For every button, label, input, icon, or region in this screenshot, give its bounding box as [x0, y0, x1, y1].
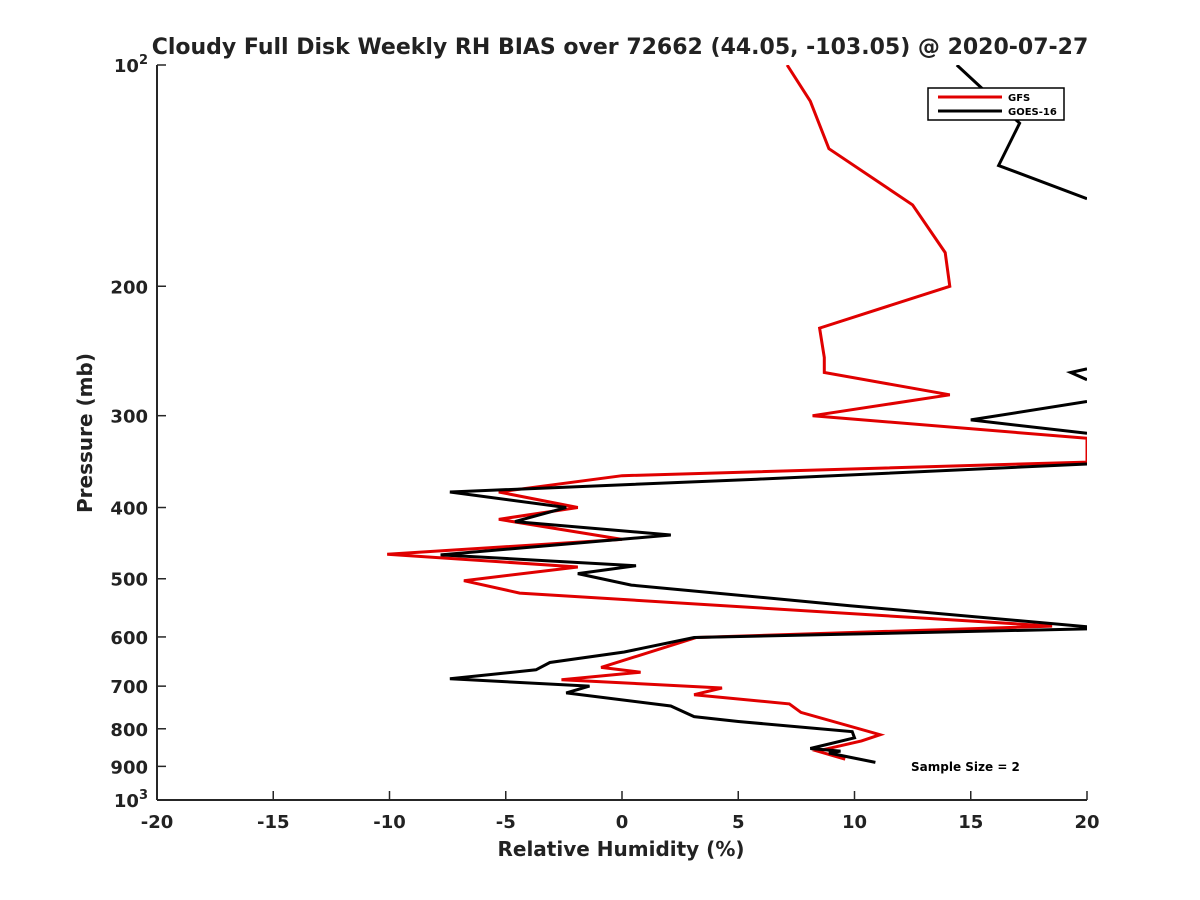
series-line-goes16 [970, 400, 1087, 435]
x-ticks: -20 -15 -10 -5 0 5 10 15 20 [141, 791, 1100, 833]
x-tick-label: -15 [257, 812, 290, 833]
y-tick-label: 700 [110, 677, 148, 698]
y-ticks: 102 200 300 400 500 600 700 800 900 103 [110, 53, 166, 812]
y-tick-label: 900 [110, 757, 148, 778]
sample-size-annotation: Sample Size = 2 [911, 760, 1020, 774]
plot-area [387, 65, 1087, 764]
x-tick-label: 10 [842, 812, 867, 833]
series-line-gfs [387, 65, 1087, 761]
x-tick-label: 15 [958, 812, 983, 833]
x-tick-label: 0 [616, 812, 629, 833]
y-tick-label: 200 [110, 277, 148, 298]
chart-title: Cloudy Full Disk Weekly RH BIAS over 726… [152, 35, 1089, 60]
legend-label-gfs: GFS [1008, 93, 1030, 104]
legend-box [927, 87, 1065, 121]
y-tick-label: 102 [114, 53, 148, 77]
series-line-goes16 [955, 65, 1087, 201]
x-tick-label: -20 [141, 812, 174, 833]
y-tick-label: 103 [114, 788, 148, 812]
series-line-goes16 [440, 462, 1087, 764]
y-tick-label: 600 [110, 628, 148, 649]
x-tick-label: -5 [496, 812, 516, 833]
x-tick-label: -10 [373, 812, 406, 833]
y-axis-label: Pressure (mb) [73, 353, 97, 513]
legend-label-goes16: GOES-16 [1008, 107, 1057, 118]
y-tick-label: 400 [110, 499, 148, 520]
y-tick-label: 500 [110, 570, 148, 591]
x-tick-label: 20 [1074, 812, 1099, 833]
y-tick-label: 300 [110, 407, 148, 428]
y-tick-label: 800 [110, 720, 148, 741]
legend: GFS GOES-16 [927, 87, 1065, 121]
x-axis-label: Relative Humidity (%) [497, 837, 744, 861]
x-tick-label: 5 [732, 812, 745, 833]
series-line-goes16 [1065, 367, 1087, 382]
axes: -20 -15 -10 -5 0 5 10 15 20 102 200 300 400 500 600 70… [110, 53, 1099, 833]
series-lines [387, 65, 1087, 764]
